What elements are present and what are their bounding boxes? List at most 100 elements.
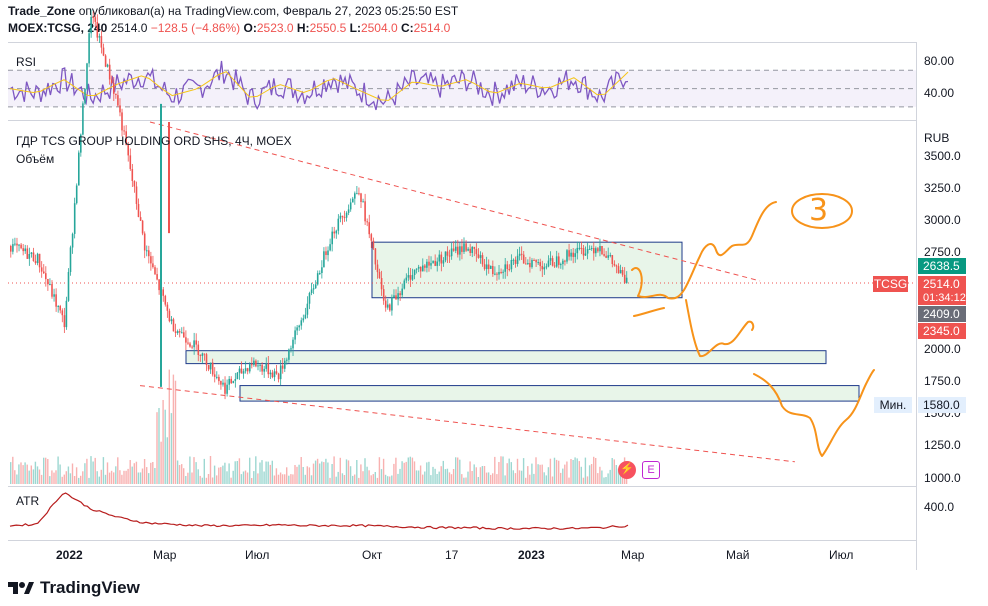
volume-bar [251, 478, 253, 484]
volume-bar [576, 458, 578, 484]
time-label: 17 [445, 548, 459, 562]
volume-bar [86, 458, 88, 484]
atr-label: ATR [16, 494, 40, 508]
volume-bar [129, 460, 131, 484]
volume-bar [401, 461, 403, 484]
candle-body [20, 244, 22, 249]
candle-body [469, 248, 471, 253]
candle-body [65, 300, 68, 328]
volume-bar [312, 463, 315, 484]
author-name[interactable]: Trade_Zone [8, 4, 76, 18]
volume-bar [90, 456, 92, 484]
candle-body [104, 55, 107, 67]
candle-body [150, 256, 152, 264]
volume-bar [380, 469, 383, 484]
low-label: L: [349, 21, 361, 35]
candle-body [625, 277, 628, 283]
candle-body [125, 131, 127, 146]
publication-info: Trade_Zone опубликовал(а) на TradingView… [8, 4, 458, 18]
volume-bar [593, 456, 595, 484]
candle-body [203, 353, 206, 355]
volume-bar [146, 467, 148, 484]
volume-bar [88, 477, 90, 484]
lightning-icon[interactable]: ⚡ [618, 461, 636, 479]
volume-bar [424, 471, 426, 484]
volume-bar [218, 467, 220, 484]
volume-bar [494, 456, 496, 484]
volume-bar [269, 464, 271, 484]
volume-bar [273, 475, 276, 484]
rsi-pane-border [8, 120, 916, 121]
candle-body [372, 240, 375, 249]
rsi-line [9, 60, 629, 111]
volume-bar [391, 475, 393, 484]
candle-body [168, 310, 171, 322]
volume-bar [277, 474, 280, 484]
volume-bar [343, 475, 346, 484]
candle-body [220, 381, 222, 385]
volume-bar [611, 458, 613, 484]
candle-body [562, 260, 564, 265]
volume-bar [181, 464, 183, 484]
candle-body [446, 251, 449, 256]
volume-bar [57, 456, 59, 484]
candle-body [279, 365, 282, 380]
candle-body [345, 212, 348, 218]
volume-bar [407, 457, 409, 484]
candle-body [146, 250, 148, 252]
candle-body [399, 293, 401, 296]
candle-body [80, 134, 82, 153]
volume-bar [362, 471, 364, 484]
volume-bar [143, 459, 146, 484]
candle-body [265, 363, 267, 369]
volume-bar [617, 468, 620, 484]
volume-bar [450, 474, 453, 484]
forecast-path-low [753, 369, 875, 457]
candle-body [199, 354, 202, 356]
volume-bar [339, 457, 341, 484]
time-label: 2023 [518, 548, 545, 562]
candle-body [234, 379, 237, 381]
volume-bar [432, 466, 434, 484]
volume-bar [119, 470, 121, 484]
candle-body [607, 255, 609, 258]
candle-body [129, 155, 132, 169]
volume-bar [457, 457, 459, 484]
volume-bar [193, 457, 195, 484]
candle-body [477, 254, 480, 258]
volume-bar [65, 471, 67, 484]
support-trendline [139, 385, 796, 463]
volume-bar [613, 459, 615, 484]
volume-bar [18, 464, 20, 484]
volume-bar [133, 463, 135, 484]
candle-body [450, 248, 453, 257]
candle-body [242, 371, 245, 374]
candle-body [525, 263, 527, 265]
candle-body [224, 382, 226, 394]
volume-bar [154, 468, 156, 484]
candle-body [271, 372, 274, 378]
candle-body [121, 112, 123, 131]
candle-body [40, 267, 43, 272]
candle-body [397, 293, 399, 300]
candle-body [22, 248, 24, 252]
volume-bar [321, 461, 323, 484]
volume-bar [40, 474, 43, 484]
candle-body [356, 193, 358, 195]
volume-bar [382, 458, 385, 484]
currency-label: RUB [924, 131, 950, 145]
candle-body [244, 368, 247, 372]
candle-body [593, 248, 595, 254]
tradingview-logo[interactable]: TradingView [8, 578, 140, 598]
candle-body [90, 17, 92, 34]
candle-body [53, 294, 55, 297]
candle-body [368, 222, 370, 235]
volume-bar [224, 462, 226, 484]
candle-body [251, 364, 253, 366]
time-label: Мар [153, 548, 177, 562]
volume-bar [199, 475, 201, 484]
volume-bar [298, 464, 300, 484]
volume-bar [452, 469, 455, 484]
earnings-event-icon[interactable]: E [642, 461, 660, 479]
